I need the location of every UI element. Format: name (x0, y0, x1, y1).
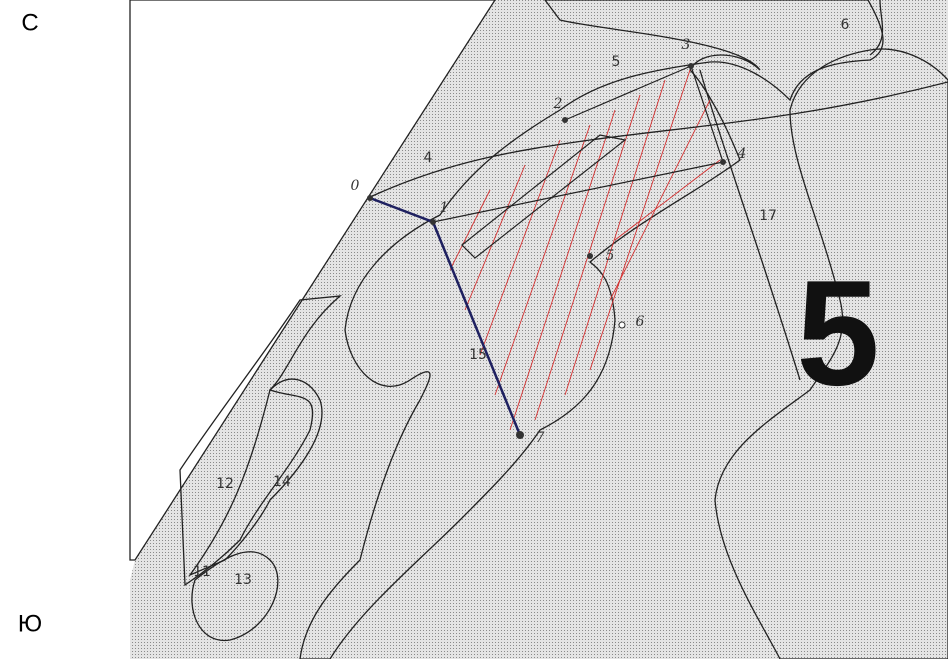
zone-label: 12 (216, 476, 234, 492)
terrain (129, 0, 948, 659)
point (720, 159, 726, 165)
point-label: 1 (440, 200, 449, 216)
point-label: 4 (737, 146, 747, 162)
compass-south: Ю (18, 610, 42, 637)
zone-boundary (869, 0, 884, 56)
zone-label: 11 (193, 564, 211, 580)
zone-label: 14 (273, 474, 291, 490)
point (587, 253, 593, 259)
hatched-zone (714, 48, 948, 659)
point-label: 7 (536, 430, 545, 446)
dotted-zone (188, 378, 323, 577)
point-label: 5 (606, 248, 615, 264)
zone-label: 15 (469, 347, 487, 363)
coast-strip (129, 0, 496, 561)
white-zone (191, 551, 279, 642)
point (688, 63, 694, 69)
rectangle-outline (461, 134, 627, 259)
point-label: 0 (351, 178, 360, 194)
point (618, 321, 626, 329)
point (516, 431, 524, 439)
survey-hatching (449, 69, 721, 431)
compass-north: С (21, 9, 38, 36)
white-zone (179, 295, 343, 587)
zone-label: 13 (234, 572, 252, 588)
survey-line (432, 161, 724, 223)
survey-points (367, 63, 726, 439)
point-label: 6 (636, 314, 645, 330)
point (430, 219, 436, 225)
dotted-zone (130, 0, 948, 659)
zone-boundary (699, 69, 801, 381)
zone-label: 5 (612, 54, 621, 70)
road (367, 81, 948, 199)
zone-label: 6 (841, 17, 850, 33)
point-label: 3 (682, 37, 691, 53)
point (562, 117, 568, 123)
point-label: 2 (553, 96, 563, 112)
zone-label: 4 (424, 150, 433, 166)
hatched-zone (299, 0, 884, 659)
sheet-number: 5 (796, 249, 879, 417)
point (367, 195, 373, 201)
zone-label: 17 (759, 208, 777, 224)
